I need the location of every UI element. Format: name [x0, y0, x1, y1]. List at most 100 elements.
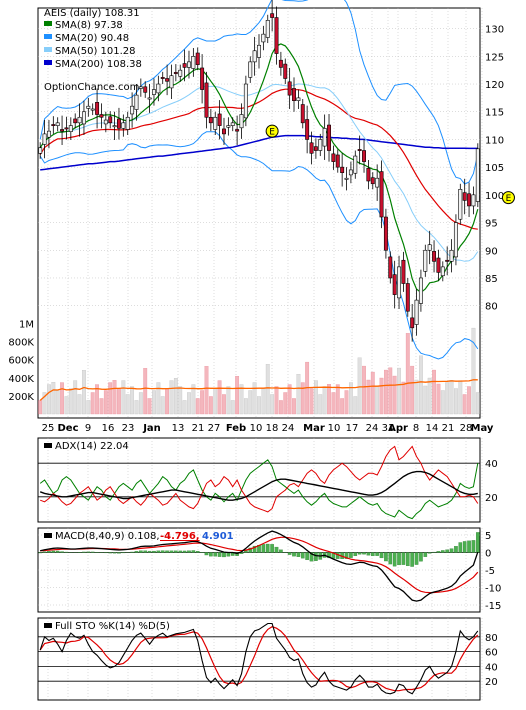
macd-histogram-bar	[288, 553, 291, 555]
x-tick-label: Jan	[142, 423, 161, 434]
candle-body	[419, 278, 422, 303]
volume-bar	[108, 383, 112, 414]
x-tick-label: 14	[426, 423, 439, 434]
candle-body	[428, 245, 431, 251]
macd-label: MACD(8,40,9) 0.108,	[55, 531, 160, 542]
candle-body	[275, 18, 278, 54]
candle-body	[126, 117, 129, 129]
candle-body	[441, 267, 444, 276]
volume-bar	[459, 381, 463, 414]
candle-body	[349, 170, 352, 175]
price-tick-label: 105	[485, 163, 504, 174]
volume-bar	[432, 370, 436, 414]
volume-bar	[454, 388, 458, 414]
candle-body	[257, 45, 260, 57]
candle-body	[288, 82, 291, 95]
volume-bar	[358, 358, 362, 414]
volume-bar	[148, 398, 152, 414]
volume-bar	[139, 392, 143, 414]
candle-body	[240, 115, 243, 128]
candle-body	[113, 126, 116, 127]
volume-bar	[161, 396, 165, 414]
legend-swatch	[44, 60, 52, 65]
stoch-tick-label: 20	[485, 677, 498, 688]
candle-body	[117, 119, 120, 128]
macd-tick-label: 0	[485, 549, 491, 560]
candle-body	[214, 117, 217, 129]
macd-histogram-bar	[113, 553, 116, 554]
legend-swatch	[44, 21, 52, 26]
candle-body	[367, 168, 370, 181]
volume-bar	[450, 380, 454, 414]
volume-tick-label: 200K	[8, 392, 34, 403]
x-tick-label: Feb	[226, 423, 246, 434]
candle-body	[52, 124, 55, 125]
candle-body	[270, 14, 273, 18]
candle-body	[380, 172, 383, 217]
volume-bar	[419, 356, 423, 414]
macd-histogram-bar	[47, 551, 50, 552]
candle-body	[231, 123, 234, 126]
candle-body	[323, 128, 326, 146]
volume-bar	[165, 388, 169, 414]
candle-body	[109, 117, 112, 123]
macd-histogram-bar	[419, 553, 422, 562]
candle-body	[91, 109, 94, 110]
volume-bar	[213, 388, 217, 414]
volume-bar	[437, 384, 441, 414]
macd-histogram-bar	[415, 553, 418, 565]
volume-bar	[384, 370, 388, 414]
volume-bar	[205, 366, 209, 414]
volume-bar	[301, 383, 305, 414]
legend-swatch	[44, 34, 52, 39]
stoch-tick-label: 40	[485, 662, 498, 673]
candle-body	[148, 98, 151, 99]
candle-body	[196, 53, 199, 65]
price-tick-label: 120	[485, 80, 504, 91]
candle-body	[301, 105, 304, 123]
legend-swatch	[44, 47, 52, 52]
macd-tick-label: 5	[485, 531, 491, 542]
macd-histogram-bar	[91, 552, 94, 553]
candle-body	[95, 102, 98, 114]
candle-body	[87, 106, 90, 108]
candle-body	[65, 128, 68, 129]
volume-bar	[354, 396, 358, 414]
macd-histogram-bar	[362, 553, 365, 555]
volume-bar	[130, 387, 134, 414]
candle-body	[227, 126, 230, 128]
candle-body	[463, 193, 466, 201]
volume-bar	[69, 388, 73, 414]
macd-histogram-bar	[187, 551, 190, 553]
price-tick-label: 115	[485, 108, 504, 119]
adx-tick-label: 20	[485, 493, 498, 504]
macd-histogram-bar	[297, 553, 300, 557]
candle-body	[100, 115, 103, 118]
candle-body	[279, 60, 282, 67]
volume-bar	[472, 328, 476, 414]
candle-body	[319, 139, 322, 150]
volume-bar	[340, 398, 344, 414]
macd-histogram-bar	[367, 553, 370, 556]
volume-bar	[314, 381, 318, 414]
candle-body	[122, 123, 125, 129]
candle-body	[415, 300, 418, 324]
volume-bar	[270, 394, 274, 414]
volume-bar	[292, 398, 296, 414]
candle-body	[144, 87, 147, 93]
macd-histogram-bar	[380, 553, 383, 558]
legend-entry: SMA(50) 101.28	[55, 46, 136, 57]
candle-body	[139, 87, 142, 89]
candle-body	[284, 64, 287, 78]
macd-histogram-bar	[139, 551, 142, 553]
candle-body	[262, 34, 265, 42]
volume-bar	[174, 378, 178, 414]
candle-body	[161, 77, 164, 78]
volume-bar	[397, 368, 401, 414]
volume-bar	[135, 400, 139, 414]
macd-histogram-bar	[183, 551, 186, 553]
candle-body	[253, 51, 256, 62]
volume-bar	[65, 396, 69, 414]
macd-histogram-bar	[397, 553, 400, 565]
